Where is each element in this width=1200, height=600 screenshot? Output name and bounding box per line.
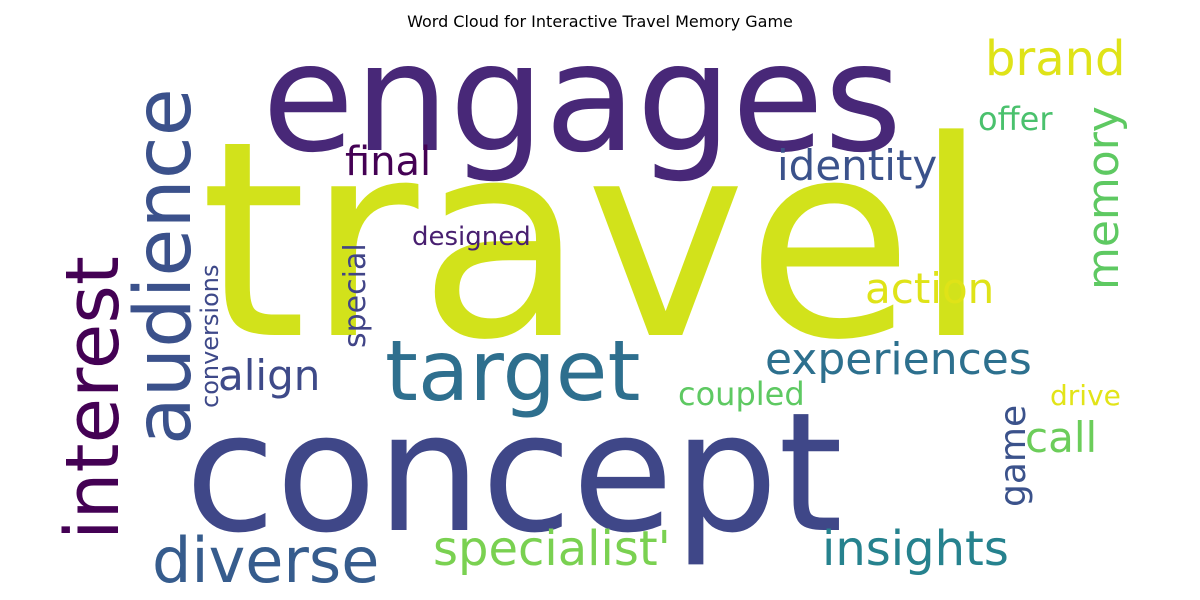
word-align: align <box>218 351 320 400</box>
word-memory: memory <box>1078 106 1129 290</box>
word-diverse: diverse <box>152 524 379 597</box>
word-interest: interest <box>50 256 136 540</box>
word-call: call <box>1025 413 1097 462</box>
word-audience: audience <box>119 88 209 445</box>
word-brand: brand <box>985 31 1126 87</box>
word-identity: identity <box>777 141 937 190</box>
word-specialist: specialist' <box>433 521 671 577</box>
word-experiences: experiences <box>765 334 1032 385</box>
word-special: special <box>338 243 373 348</box>
word-concept: concept <box>185 377 843 569</box>
word-engages: engages <box>262 12 902 186</box>
word-insights: insights <box>822 521 1009 577</box>
word-designed: designed <box>412 222 531 252</box>
word-target: target <box>385 322 640 420</box>
word-game: game <box>993 405 1034 507</box>
word-offer: offer <box>978 100 1053 138</box>
word-coupled: coupled <box>678 375 805 413</box>
word-final: final <box>345 139 431 185</box>
word-conversions: conversions <box>196 265 224 409</box>
chart-title: Word Cloud for Interactive Travel Memory… <box>407 12 793 31</box>
word-action: action <box>865 264 994 313</box>
word-travel: travel <box>200 84 989 400</box>
word-drive: drive <box>1050 379 1121 412</box>
